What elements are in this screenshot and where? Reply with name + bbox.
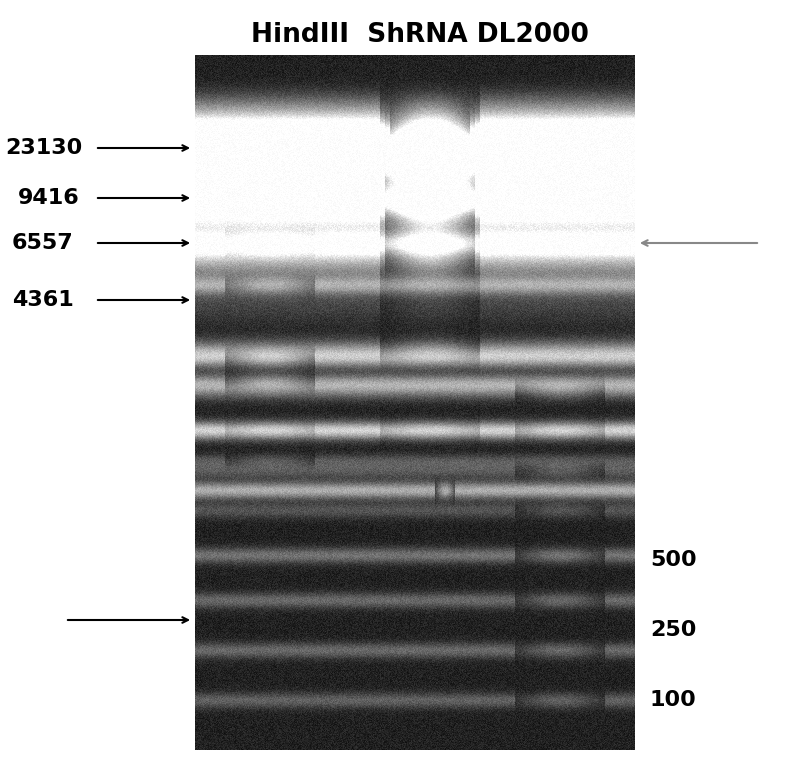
Text: 500: 500 — [650, 550, 697, 570]
Text: 100: 100 — [650, 690, 697, 710]
Text: 6557: 6557 — [12, 233, 74, 253]
Text: HindIII  ShRNA DL2000: HindIII ShRNA DL2000 — [251, 22, 589, 48]
Text: 250: 250 — [650, 620, 696, 640]
Text: 4361: 4361 — [12, 290, 74, 310]
Text: 23130: 23130 — [5, 138, 82, 158]
Text: 9416: 9416 — [18, 188, 80, 208]
